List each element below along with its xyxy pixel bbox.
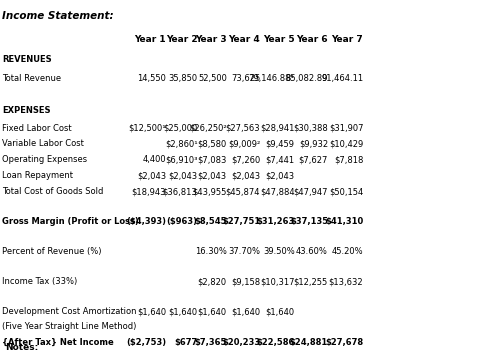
- Text: Development Cost Amortization: Development Cost Amortization: [2, 307, 137, 316]
- Text: $45,874: $45,874: [226, 187, 260, 196]
- Text: $1,640: $1,640: [137, 307, 166, 316]
- Text: $7,365: $7,365: [194, 338, 227, 347]
- Text: {After Tax} Net Income: {After Tax} Net Income: [2, 338, 114, 347]
- Text: Year 6: Year 6: [297, 35, 328, 44]
- Text: 73,625: 73,625: [231, 74, 260, 83]
- Text: $31,907: $31,907: [329, 124, 363, 132]
- Text: Gross Margin (Profit or Loss): Gross Margin (Profit or Loss): [2, 217, 139, 226]
- Text: $7,818: $7,818: [334, 155, 363, 164]
- Text: $31,263: $31,263: [256, 217, 295, 226]
- Text: $18,943: $18,943: [132, 187, 166, 196]
- Text: Year 7: Year 7: [331, 35, 363, 44]
- Text: $27,563: $27,563: [225, 124, 260, 132]
- Text: 16.30%: 16.30%: [195, 247, 227, 256]
- Text: $2,043: $2,043: [137, 171, 166, 180]
- Text: $2,043: $2,043: [231, 171, 260, 180]
- Text: $1,640: $1,640: [168, 307, 197, 316]
- Text: $9,932: $9,932: [299, 139, 328, 148]
- Text: $9,158: $9,158: [231, 277, 260, 286]
- Text: $24,881: $24,881: [290, 338, 328, 347]
- Text: Percent of Revenue (%): Percent of Revenue (%): [2, 247, 102, 256]
- Text: ($2,753): ($2,753): [126, 338, 166, 347]
- Text: $20,233: $20,233: [222, 338, 260, 347]
- Text: $30,388: $30,388: [293, 124, 328, 132]
- Text: $7,627: $7,627: [299, 155, 328, 164]
- Text: Total Revenue: Total Revenue: [2, 74, 61, 83]
- Text: $22,586: $22,586: [256, 338, 295, 347]
- Text: 52,500: 52,500: [198, 74, 227, 83]
- Text: Year 3: Year 3: [195, 35, 227, 44]
- Text: $27,751: $27,751: [222, 217, 260, 226]
- Text: Year 5: Year 5: [263, 35, 295, 44]
- Text: $12,255: $12,255: [294, 277, 328, 286]
- Text: $2,860¹: $2,860¹: [165, 139, 197, 148]
- Text: Notes:: Notes:: [5, 343, 38, 352]
- Text: $10,429: $10,429: [329, 139, 363, 148]
- Text: $25,000: $25,000: [163, 124, 197, 132]
- Text: $36,813: $36,813: [163, 187, 197, 196]
- Text: Year 2: Year 2: [166, 35, 197, 44]
- Text: $47,947: $47,947: [294, 187, 328, 196]
- Text: 37.70%: 37.70%: [228, 247, 260, 256]
- Text: Total Cost of Goods Sold: Total Cost of Goods Sold: [2, 187, 104, 196]
- Text: ($963): ($963): [166, 217, 197, 226]
- Text: Operating Expenses: Operating Expenses: [2, 155, 87, 164]
- Text: $10,317: $10,317: [260, 277, 295, 286]
- Text: Loan Repayment: Loan Repayment: [2, 171, 74, 180]
- Text: 14,550: 14,550: [137, 74, 166, 83]
- Text: 85,082.89: 85,082.89: [286, 74, 328, 83]
- Text: $2,820: $2,820: [198, 277, 227, 286]
- Text: $2,043: $2,043: [168, 171, 197, 180]
- Text: Income Tax (33%): Income Tax (33%): [2, 277, 78, 286]
- Text: $43,955: $43,955: [192, 187, 227, 196]
- Text: $28,941: $28,941: [260, 124, 295, 132]
- Text: $7,260: $7,260: [231, 155, 260, 164]
- Text: $677: $677: [174, 338, 197, 347]
- Text: $2,043: $2,043: [198, 171, 227, 180]
- Text: $26,250²: $26,250²: [189, 124, 227, 132]
- Text: $2,043: $2,043: [266, 171, 295, 180]
- Text: $9,459: $9,459: [266, 139, 295, 148]
- Text: $47,884: $47,884: [260, 187, 295, 196]
- Text: 4,400: 4,400: [142, 155, 166, 164]
- Text: $13,632: $13,632: [328, 277, 363, 286]
- Text: 43.60%: 43.60%: [296, 247, 328, 256]
- Text: $50,154: $50,154: [329, 187, 363, 196]
- Text: $12,500¹: $12,500¹: [128, 124, 166, 132]
- Text: Fixed Labor Cost: Fixed Labor Cost: [2, 124, 72, 132]
- Text: Income Statement:: Income Statement:: [2, 11, 114, 20]
- Text: Variable Labor Cost: Variable Labor Cost: [2, 139, 84, 148]
- Text: Year 4: Year 4: [228, 35, 260, 44]
- Text: $9,009²: $9,009²: [228, 139, 260, 148]
- Text: 35,850: 35,850: [168, 74, 197, 83]
- Text: $8,545: $8,545: [194, 217, 227, 226]
- Text: $7,083: $7,083: [197, 155, 227, 164]
- Text: Year 1: Year 1: [135, 35, 166, 44]
- Text: REVENUES: REVENUES: [2, 55, 52, 64]
- Text: $1,640: $1,640: [231, 307, 260, 316]
- Text: (Five Year Straight Line Method): (Five Year Straight Line Method): [2, 322, 137, 331]
- Text: 79,146.88¹: 79,146.88¹: [249, 74, 295, 83]
- Text: 45.20%: 45.20%: [332, 247, 363, 256]
- Text: $1,640: $1,640: [266, 307, 295, 316]
- Text: ($4,393): ($4,393): [126, 217, 166, 226]
- Text: $1,640: $1,640: [198, 307, 227, 316]
- Text: $7,441: $7,441: [266, 155, 295, 164]
- Text: 91,464.11: 91,464.11: [321, 74, 363, 83]
- Text: 39.50%: 39.50%: [263, 247, 295, 256]
- Text: $27,678: $27,678: [325, 338, 363, 347]
- Text: $37,135: $37,135: [290, 217, 328, 226]
- Text: $8,580: $8,580: [197, 139, 227, 148]
- Text: $6,910³: $6,910³: [165, 155, 197, 164]
- Text: EXPENSES: EXPENSES: [2, 106, 51, 115]
- Text: $41,310: $41,310: [325, 217, 363, 226]
